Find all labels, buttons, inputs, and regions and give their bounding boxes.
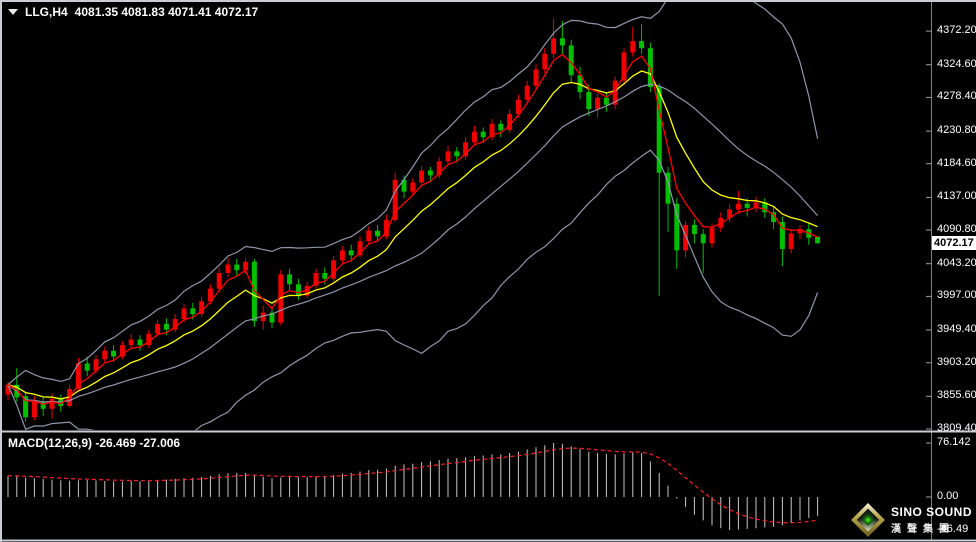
broker-name-chinese: 漢聲集團 (890, 524, 955, 535)
ohlc-values-label: 4081.35 4081.83 4071.41 4072.17 (74, 5, 259, 19)
price-axis-label: 4184.60 (937, 156, 976, 169)
broker-logo: SINO SOUND 漢聲集團 (851, 503, 972, 537)
macd-axis-label: 76.142 (937, 435, 971, 448)
broker-name: SINO SOUND (890, 505, 972, 519)
price-axis-label: 4137.00 (937, 190, 976, 203)
price-axis-label: 3949.40 (937, 323, 976, 336)
price-axis-label: 4043.20 (937, 256, 976, 269)
price-axis-label: 4372.20 (937, 24, 976, 37)
macd-indicator-label: MACD(12,26,9) -26.469 -27.006 (8, 436, 181, 450)
price-axis-label: 3809.40 (937, 422, 976, 434)
macd-axis-label: -46.49 (937, 522, 969, 535)
macd-histogram-layer (7, 443, 819, 530)
price-axis-label: 3855.60 (937, 389, 976, 402)
bollinger-lower-line (7, 149, 819, 430)
price-axis-label: 4324.60 (937, 57, 976, 70)
price-axis-label: 4278.40 (937, 90, 976, 103)
sino-sound-diamond-icon (851, 503, 885, 537)
ma-slow-line (7, 70, 818, 400)
bollinger-upper-line (7, 2, 819, 386)
price-axis-label: 4230.80 (937, 124, 976, 137)
price-axis-scale[interactable] (932, 0, 976, 542)
macd-signal-line (7, 447, 818, 524)
macd-axis-label: 0.00 (937, 490, 959, 502)
axis-ticks-layer (926, 30, 932, 531)
chart-title-bar[interactable]: LLG,H4 4081.35 4081.83 4071.41 4072.17 (8, 5, 258, 19)
chevron-down-icon (8, 9, 18, 15)
bullish-candles-layer (5, 38, 803, 418)
broker-logo-text: SINO SOUND 漢聲集團 (891, 505, 972, 535)
symbol-period-label: LLG,H4 (25, 5, 68, 19)
price-axis-label: 4090.80 (937, 223, 976, 236)
price-axis-label: 3997.00 (937, 289, 976, 302)
price-axis-label: 3903.20 (937, 355, 976, 368)
current-price-tag: 4072.17 (932, 236, 976, 251)
ma-fast-line (7, 53, 818, 405)
bollinger-middle-line (7, 83, 819, 403)
